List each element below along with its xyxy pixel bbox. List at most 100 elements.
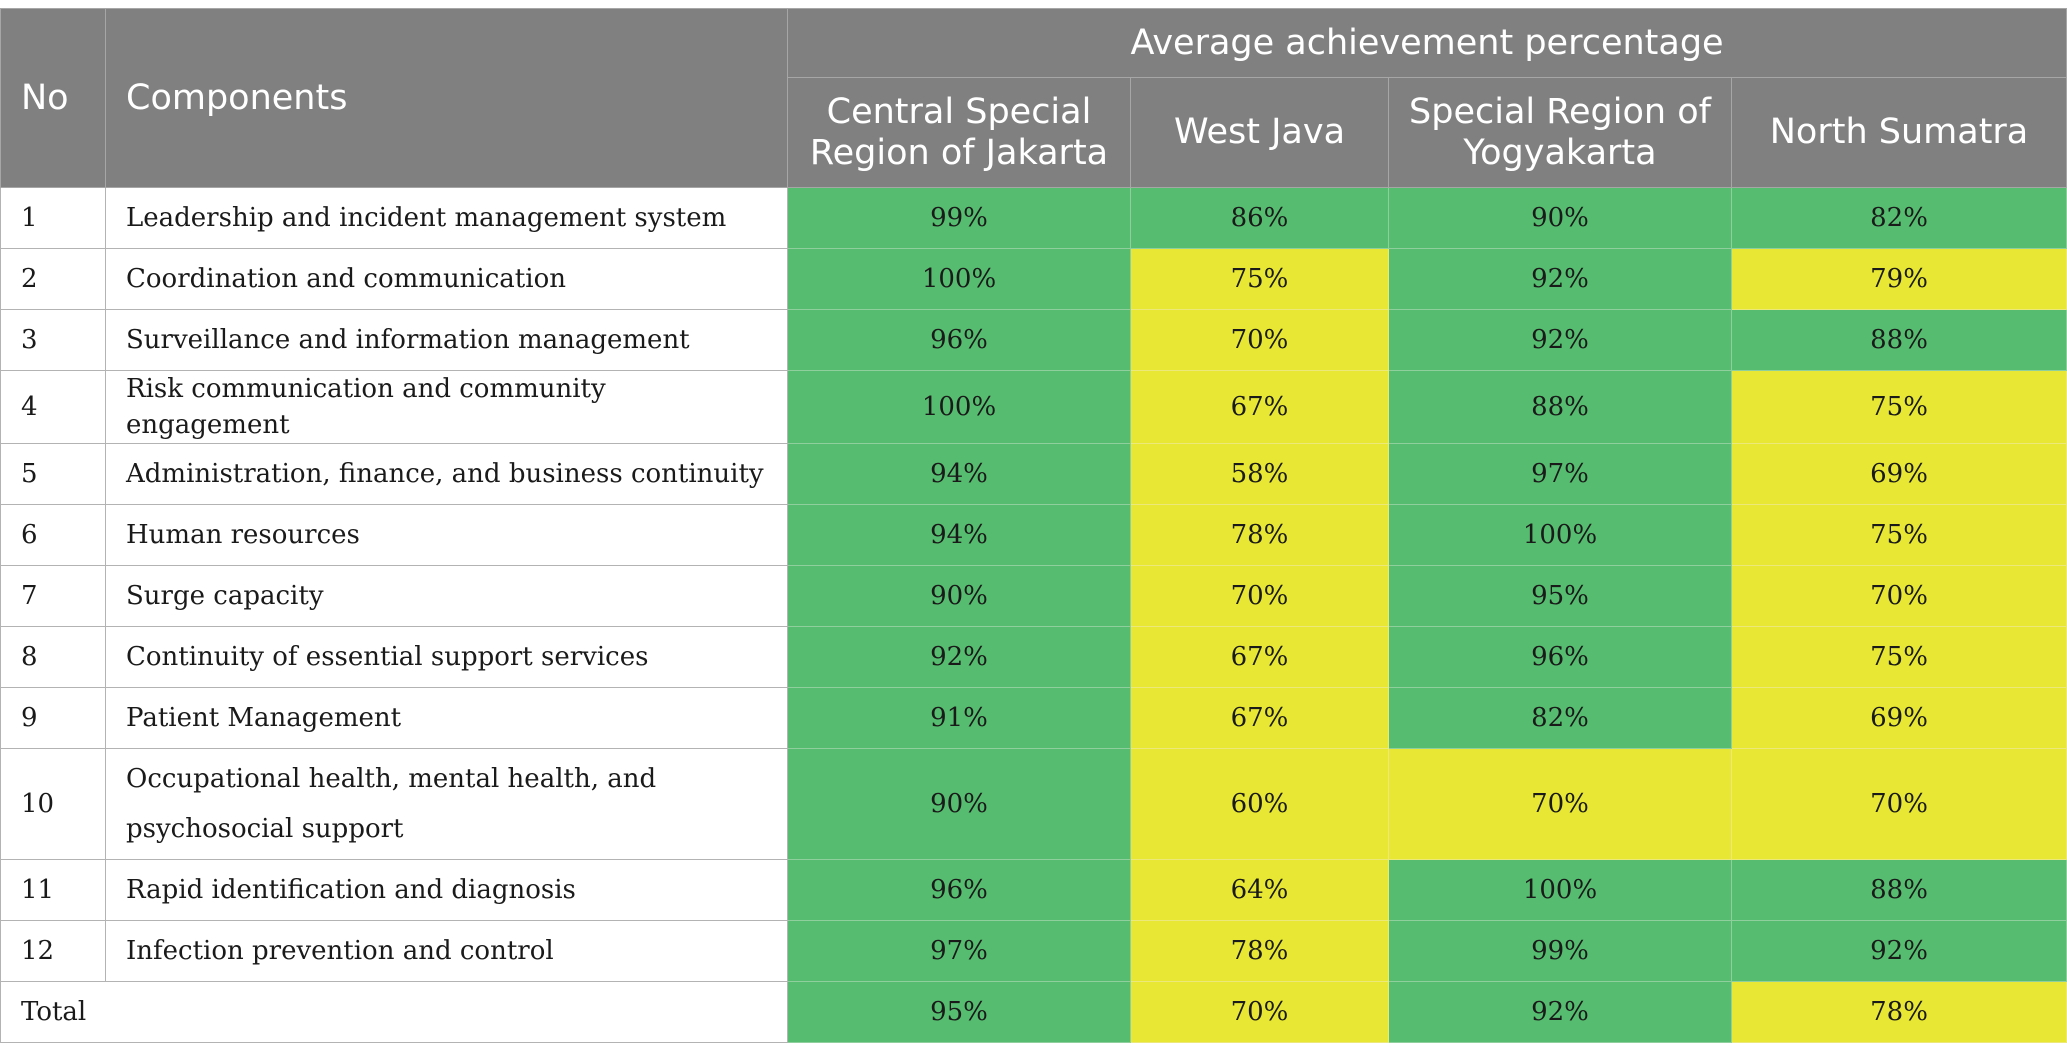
table-header: No Components Average achievement percen… xyxy=(0,8,2067,188)
table-row: 4 Risk communication and community engage… xyxy=(0,370,2067,444)
header-no: No xyxy=(0,8,106,188)
table-row: 8 Continuity of essential support service… xyxy=(0,626,2067,688)
achievement-cell: 70% xyxy=(1388,748,1732,860)
total-label: Total xyxy=(0,981,788,1043)
achievement-cell: 95% xyxy=(1388,565,1732,627)
component-name: Patient Management xyxy=(105,687,788,749)
achievement-cell: 82% xyxy=(1730,187,2067,249)
achievement-cell: 82% xyxy=(1388,687,1732,749)
table-row: 6 Human resources 94% 78% 100% 75% xyxy=(0,504,2067,566)
row-number: 5 xyxy=(0,443,106,505)
achievement-cell: 69% xyxy=(1730,443,2067,505)
achievement-cell: 70% xyxy=(1730,748,2067,860)
achievement-cell: 92% xyxy=(1388,309,1732,371)
achievement-cell: 92% xyxy=(1730,920,2067,982)
component-name: Leadership and incident management syste… xyxy=(105,187,788,249)
component-name: Human resources xyxy=(105,504,788,566)
achievement-cell: 91% xyxy=(787,687,1131,749)
achievement-cell: 75% xyxy=(1730,370,2067,444)
row-number: 9 xyxy=(0,687,106,749)
header-region-west-java: West Java xyxy=(1130,77,1389,188)
achievement-cell: 69% xyxy=(1730,687,2067,749)
achievement-cell: 75% xyxy=(1730,626,2067,688)
achievement-cell: 100% xyxy=(1388,504,1732,566)
table-row: 5 Administration, finance, and business c… xyxy=(0,443,2067,505)
achievement-cell: 88% xyxy=(1388,370,1732,444)
achievement-cell: 90% xyxy=(787,565,1131,627)
header-region-jakarta: Central Special Region of Jakarta xyxy=(787,77,1131,188)
component-name: Rapid identification and diagnosis xyxy=(105,859,788,921)
achievement-cell: 86% xyxy=(1130,187,1389,249)
achievement-cell: 94% xyxy=(787,443,1131,505)
component-name: Administration, finance, and business co… xyxy=(105,443,788,505)
achievement-cell: 58% xyxy=(1130,443,1389,505)
achievement-cell: 99% xyxy=(787,187,1131,249)
achievement-cell: 67% xyxy=(1130,370,1389,444)
table-row: 9 Patient Management 91% 67% 82% 69% xyxy=(0,687,2067,749)
achievement-cell: 92% xyxy=(787,626,1131,688)
header-region-yogyakarta: Special Region of Yogyakarta xyxy=(1388,77,1732,188)
achievement-cell: 90% xyxy=(787,748,1131,860)
achievement-cell: 79% xyxy=(1730,248,2067,310)
table-row: 1 Leadership and incident management syst… xyxy=(0,187,2067,249)
achievement-cell: 92% xyxy=(1388,248,1732,310)
table-row: 11 Rapid identification and diagnosis 96% 6… xyxy=(0,859,2067,921)
row-number: 12 xyxy=(0,920,106,982)
row-number: 3 xyxy=(0,309,106,371)
component-name: Surge capacity xyxy=(105,565,788,627)
achievement-cell: 94% xyxy=(787,504,1131,566)
achievement-cell: 88% xyxy=(1730,859,2067,921)
table-row: 10 Occupational health, mental health, an… xyxy=(0,748,2067,860)
row-number: 6 xyxy=(0,504,106,566)
row-number: 10 xyxy=(0,748,106,860)
header-region-north-sumatra: North Sumatra xyxy=(1730,77,2067,188)
table-body: 1 Leadership and incident management syst… xyxy=(0,187,2067,1043)
table-row: 3 Surveillance and information management… xyxy=(0,309,2067,371)
row-number: 4 xyxy=(0,370,106,444)
component-name: Continuity of essential support services xyxy=(105,626,788,688)
achievement-cell: 67% xyxy=(1130,626,1389,688)
achievement-cell: 99% xyxy=(1388,920,1732,982)
achievement-cell: 75% xyxy=(1130,248,1389,310)
header-components: Components xyxy=(105,8,788,188)
achievement-cell: 100% xyxy=(787,248,1131,310)
total-row: Total 95% 70% 92% 78% xyxy=(0,981,2067,1043)
total-cell: 78% xyxy=(1730,981,2067,1043)
header-group-average: Average achievement percentage xyxy=(786,8,2067,78)
total-cell: 95% xyxy=(787,981,1131,1043)
total-cell: 92% xyxy=(1388,981,1732,1043)
achievement-cell: 60% xyxy=(1130,748,1389,860)
component-name: Occupational health, mental health, and … xyxy=(105,748,788,860)
component-name: Coordination and communication xyxy=(105,248,788,310)
achievement-cell: 70% xyxy=(1130,309,1389,371)
achievement-cell: 67% xyxy=(1130,687,1389,749)
achievement-cell: 88% xyxy=(1730,309,2067,371)
achievement-cell: 97% xyxy=(1388,443,1732,505)
total-cell: 70% xyxy=(1130,981,1389,1043)
table-row: 2 Coordination and communication 100% 75% 92… xyxy=(0,248,2067,310)
achievement-cell: 96% xyxy=(787,859,1131,921)
achievement-cell: 75% xyxy=(1730,504,2067,566)
achievement-cell: 78% xyxy=(1130,504,1389,566)
component-name: Surveillance and information management xyxy=(105,309,788,371)
table-row: 12 Infection prevention and control 97% 78%… xyxy=(0,920,2067,982)
row-number: 2 xyxy=(0,248,106,310)
achievement-cell: 90% xyxy=(1388,187,1732,249)
achievement-cell: 64% xyxy=(1130,859,1389,921)
achievement-cell: 100% xyxy=(787,370,1131,444)
row-number: 11 xyxy=(0,859,106,921)
row-number: 8 xyxy=(0,626,106,688)
achievement-cell: 96% xyxy=(1388,626,1732,688)
achievement-cell: 70% xyxy=(1130,565,1389,627)
achievement-cell: 70% xyxy=(1730,565,2067,627)
component-name: Risk communication and community engagem… xyxy=(105,370,788,444)
achievement-cell: 97% xyxy=(787,920,1131,982)
achievement-cell: 96% xyxy=(787,309,1131,371)
row-number: 7 xyxy=(0,565,106,627)
table-row: 7 Surge capacity 90% 70% 95% 70% xyxy=(0,565,2067,627)
row-number: 1 xyxy=(0,187,106,249)
component-name: Infection prevention and control xyxy=(105,920,788,982)
achievement-cell: 78% xyxy=(1130,920,1389,982)
achievement-cell: 100% xyxy=(1388,859,1732,921)
achievement-table: No Components Average achievement percen… xyxy=(0,8,2067,1043)
